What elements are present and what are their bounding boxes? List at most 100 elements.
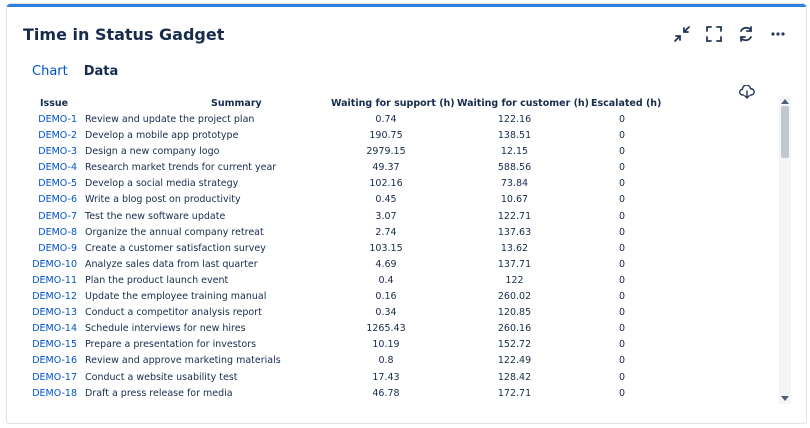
issue-link[interactable]: DEMO-17 (32, 371, 77, 383)
issue-link[interactable]: DEMO-5 (38, 178, 77, 190)
escalated-cell: 0 (618, 258, 626, 270)
escalated-cell: 0 (618, 226, 626, 238)
waiting-support-cell: 3.07 (375, 210, 397, 222)
waiting-customer-cell: 128.42 (497, 371, 532, 383)
issue-link[interactable]: DEMO-18 (32, 387, 77, 399)
gadget-header-actions (672, 24, 788, 44)
table-row: DEMO-15 Prepare a presentation for invest… (25, 337, 779, 353)
table-scrollbar[interactable] (779, 96, 791, 404)
summary-cell: Organize the annual company retreat (85, 226, 264, 238)
tab-data[interactable]: Data (83, 64, 119, 79)
waiting-customer-cell: 122 (505, 274, 524, 286)
table-row: DEMO-14 Schedule interviews for new hires… (25, 321, 779, 337)
waiting-support-cell: 2.74 (375, 226, 397, 238)
escalated-cell: 0 (618, 162, 626, 174)
summary-cell: Analyze sales data from last quarter (85, 258, 258, 270)
issue-link[interactable]: DEMO-4 (38, 162, 77, 174)
waiting-customer-cell: 260.02 (497, 291, 532, 303)
summary-cell: Plan the product launch event (85, 274, 229, 286)
table-row: DEMO-16 Review and approve marketing mate… (25, 353, 779, 369)
issue-link[interactable]: DEMO-1 (38, 114, 77, 125)
table-row: DEMO-4 Research market trends for current… (25, 160, 779, 176)
escalated-cell: 0 (618, 210, 626, 222)
issue-link[interactable]: DEMO-9 (38, 242, 77, 254)
summary-cell: Prepare a presentation for investors (85, 339, 257, 351)
column-header-issue[interactable]: Issue (40, 98, 69, 109)
waiting-support-cell: 0.8 (378, 355, 394, 367)
summary-cell: Design a new company logo (85, 146, 220, 158)
waiting-customer-cell: 122.71 (497, 210, 532, 222)
escalated-cell: 0 (618, 146, 626, 158)
data-table: Issue Summary Waiting for support (h) Wa… (25, 96, 779, 406)
table-row: DEMO-9 Create a customer satisfaction sur… (25, 241, 779, 257)
summary-cell: Write a blog post on productivity (85, 194, 241, 206)
summary-cell: Conduct a competitor analysis report (85, 307, 262, 319)
waiting-support-cell: 103.15 (369, 242, 403, 254)
issue-link[interactable]: DEMO-12 (32, 291, 77, 303)
waiting-customer-cell: 137.63 (497, 226, 532, 238)
escalated-cell: 0 (618, 114, 626, 125)
escalated-cell: 0 (618, 130, 626, 142)
waiting-support-cell: 17.43 (372, 371, 400, 383)
waiting-customer-cell: 12.15 (500, 146, 529, 158)
issue-link[interactable]: DEMO-13 (32, 307, 77, 319)
issue-link[interactable]: DEMO-2 (38, 130, 77, 142)
waiting-support-cell: 2979.15 (366, 146, 406, 158)
summary-cell: Conduct a website usability test (85, 371, 238, 383)
waiting-customer-cell: 152.72 (497, 339, 532, 351)
issue-link[interactable]: DEMO-11 (32, 274, 77, 286)
view-tabs: Chart Data (32, 64, 118, 79)
escalated-cell: 0 (618, 291, 626, 303)
summary-cell: Schedule interviews for new hires (85, 323, 246, 335)
table-row: DEMO-6 Write a blog post on productivity 0… (25, 192, 779, 208)
issue-link[interactable]: DEMO-3 (38, 146, 77, 158)
refresh-icon[interactable] (736, 24, 756, 44)
column-header-waiting-customer[interactable]: Waiting for customer (h) (457, 98, 590, 109)
scroll-down-arrow-icon[interactable] (779, 394, 791, 404)
table-body: DEMO-1 Review and update the project plan… (25, 112, 779, 402)
escalated-cell: 0 (618, 355, 626, 367)
issue-link[interactable]: DEMO-10 (32, 258, 77, 270)
waiting-support-cell: 0.16 (375, 291, 397, 303)
waiting-support-cell: 102.16 (369, 178, 403, 190)
collapse-icon[interactable] (672, 24, 692, 44)
issue-link[interactable]: DEMO-7 (38, 210, 77, 222)
escalated-cell: 0 (618, 371, 626, 383)
table-row: DEMO-1 Review and update the project plan… (25, 112, 779, 128)
cloud-download-icon[interactable] (739, 84, 759, 104)
waiting-support-cell: 190.75 (369, 130, 403, 142)
time-in-status-gadget: Time in Status Gadget Chart Dat (6, 3, 807, 424)
issue-link[interactable]: DEMO-15 (32, 339, 77, 351)
waiting-customer-cell: 122.16 (497, 114, 532, 125)
waiting-customer-cell: 172.71 (497, 387, 532, 399)
summary-cell: Develop a social media strategy (85, 178, 239, 190)
escalated-cell: 0 (618, 323, 626, 335)
table-row: DEMO-13 Conduct a competitor analysis rep… (25, 305, 779, 321)
fullscreen-icon[interactable] (704, 24, 724, 44)
table-header-row: Issue Summary Waiting for support (h) Wa… (25, 96, 779, 112)
column-header-waiting-support[interactable]: Waiting for support (h) (331, 98, 455, 109)
table-row: DEMO-17 Conduct a website usability test 1… (25, 370, 779, 386)
tab-chart[interactable]: Chart (32, 64, 68, 79)
waiting-support-cell: 0.34 (375, 307, 397, 319)
issue-link[interactable]: DEMO-6 (38, 194, 77, 206)
summary-cell: Review and approve marketing materials (85, 355, 281, 367)
column-header-summary[interactable]: Summary (211, 98, 262, 109)
table-row: DEMO-12 Update the employee training manu… (25, 289, 779, 305)
column-header-escalated[interactable]: Escalated (h) (591, 98, 662, 109)
waiting-customer-cell: 588.56 (497, 162, 532, 174)
escalated-cell: 0 (618, 194, 626, 206)
waiting-customer-cell: 10.67 (500, 194, 529, 206)
summary-cell: Research market trends for current year (85, 162, 277, 174)
summary-cell: Develop a mobile app prototype (85, 130, 239, 142)
summary-cell: Update the employee training manual (85, 291, 267, 303)
table-row: DEMO-10 Analyze sales data from last quar… (25, 257, 779, 273)
more-icon[interactable] (768, 24, 788, 44)
summary-cell: Draft a press release for media (85, 387, 233, 399)
scroll-up-arrow-icon[interactable] (779, 96, 791, 106)
waiting-support-cell: 49.37 (372, 162, 400, 174)
scrollbar-thumb[interactable] (781, 106, 789, 158)
issue-link[interactable]: DEMO-16 (32, 355, 77, 367)
issue-link[interactable]: DEMO-14 (32, 323, 77, 335)
issue-link[interactable]: DEMO-8 (38, 226, 77, 238)
